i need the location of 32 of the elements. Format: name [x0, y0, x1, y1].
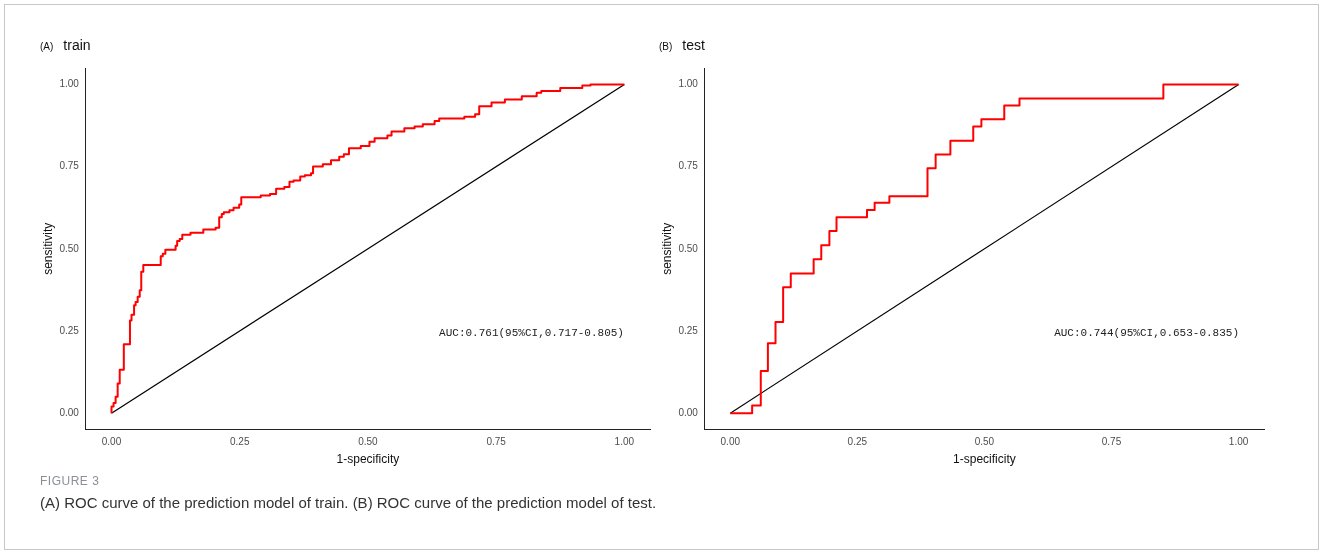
- x-tick-label: 0.00: [720, 436, 741, 448]
- annotation: AUC:0.761(95%CI,0.717-0.805): [439, 326, 624, 339]
- y-axis-title: sensitivity: [40, 222, 55, 275]
- x-tick-label: 0.50: [358, 436, 379, 448]
- x-tick-label: 0.75: [486, 436, 507, 448]
- y-tick-label: 0.25: [678, 324, 699, 336]
- y-tick-label: 1.00: [59, 78, 80, 90]
- chart-title: test: [682, 37, 706, 53]
- x-tick-label: 0.25: [229, 436, 250, 448]
- x-axis-title: 1-specificity: [953, 452, 1016, 467]
- text: (B): [659, 41, 673, 52]
- y-tick-label: 0.25: [59, 324, 80, 336]
- x-tick-label: 0.50: [974, 436, 995, 448]
- y-tick-label: 0.75: [678, 160, 699, 172]
- x-axis-title: 1-specificity: [336, 452, 400, 467]
- x-tick-label: 0.75: [1101, 436, 1122, 448]
- y-tick-label: 0.00: [678, 406, 699, 418]
- x-tick-label: 1.00: [614, 436, 635, 448]
- x-tick-label: 1.00: [1228, 436, 1249, 448]
- text: (A): [40, 41, 54, 52]
- y-tick-label: 0.00: [59, 406, 80, 418]
- caption: FIGURE 3: [40, 474, 101, 488]
- x-tick-label: 0.00: [101, 436, 122, 448]
- chart-title: train: [63, 37, 91, 53]
- y-tick-label: 0.75: [59, 160, 80, 172]
- annotation: AUC:0.744(95%CI,0.653-0.835): [1054, 326, 1239, 339]
- y-axis-title: sensitivity: [659, 222, 674, 275]
- y-tick-label: 0.50: [678, 242, 699, 254]
- text: (A) ROC curve of the prediction model of train. (B) ROC curve of the prediction model of test.: [40, 494, 658, 511]
- y-tick-label: 1.00: [678, 78, 699, 90]
- x-tick-label: 0.25: [847, 436, 868, 448]
- y-tick-label: 0.50: [59, 242, 80, 254]
